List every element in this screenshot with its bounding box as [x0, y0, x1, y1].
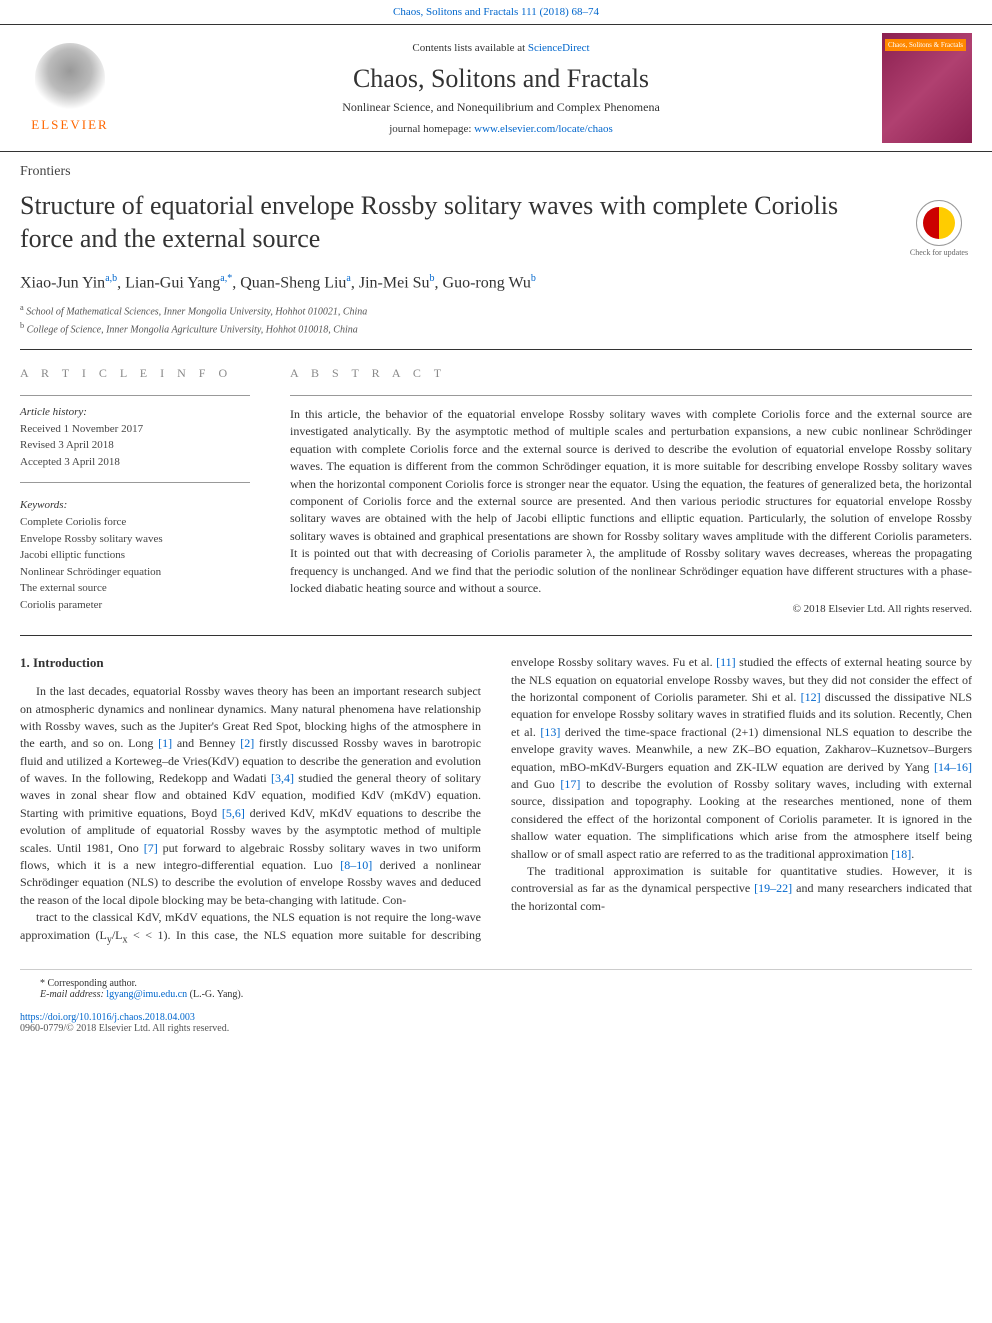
journal-cover: Chaos, Solitons & Fractals [882, 33, 972, 143]
keyword: Coriolis parameter [20, 597, 250, 614]
affiliations: a School of Mathematical Sciences, Inner… [0, 302, 992, 349]
article-title: Structure of equatorial envelope Rossby … [0, 180, 992, 265]
body-para-1: In the last decades, equatorial Rossby w… [20, 683, 481, 909]
crossmark-label: Check for updates [908, 248, 970, 258]
keyword: The external source [20, 580, 250, 597]
abstract-text: In this article, the behavior of the equ… [290, 406, 972, 597]
affiliation-b: b College of Science, Inner Mongolia Agr… [20, 320, 972, 337]
header-citation: Chaos, Solitons and Fractals 111 (2018) … [0, 0, 992, 24]
journal-subtitle: Nonlinear Science, and Nonequilibrium an… [120, 100, 882, 115]
crossmark-icon [923, 207, 955, 239]
cover-label: Chaos, Solitons & Fractals [885, 39, 966, 51]
publisher-logo: ELSEVIER [20, 33, 120, 143]
revised-date: Revised 3 April 2018 [20, 437, 250, 454]
doi[interactable]: https://doi.org/10.1016/j.chaos.2018.04.… [0, 1008, 992, 1023]
info-label: A R T I C L E I N F O [20, 366, 250, 381]
homepage-link[interactable]: www.elsevier.com/locate/chaos [474, 123, 613, 135]
crossmark-badge[interactable] [916, 200, 962, 246]
email-suffix: (L.-G. Yang). [187, 989, 243, 1000]
publisher-name: ELSEVIER [31, 117, 108, 133]
keywords-heading: Keywords: [20, 499, 250, 511]
body-para-3: The traditional approximation is suitabl… [511, 863, 972, 915]
email-prefix: E-mail address: [40, 989, 106, 1000]
meta-section: A R T I C L E I N F O Article history: R… [0, 350, 992, 635]
abstract-column: A B S T R A C T In this article, the beh… [290, 366, 972, 615]
history-heading: Article history: [20, 406, 250, 418]
authors: Xiao-Jun Yina,b, Lian-Gui Yanga,*, Quan-… [0, 265, 992, 302]
footer: * Corresponding author. E-mail address: … [20, 969, 972, 1008]
email-line: E-mail address: lgyang@imu.edu.cn (L.-G.… [40, 989, 952, 1000]
title-text: Structure of equatorial envelope Rossby … [20, 191, 838, 253]
keyword: Jacobi elliptic functions [20, 547, 250, 564]
homepage-prefix: journal homepage: [389, 123, 474, 135]
keyword: Envelope Rossby solitary waves [20, 531, 250, 548]
keyword: Complete Coriolis force [20, 514, 250, 531]
info-divider-2 [20, 482, 250, 483]
homepage-line: journal homepage: www.elsevier.com/locat… [120, 123, 882, 135]
keyword: Nonlinear Schrödinger equation [20, 564, 250, 581]
info-divider [20, 395, 250, 396]
corresponding-author: * Corresponding author. [40, 978, 952, 989]
body-section: 1. Introduction In the last decades, equ… [0, 636, 992, 957]
article-info: A R T I C L E I N F O Article history: R… [20, 366, 250, 615]
masthead-center: Contents lists available at ScienceDirec… [120, 42, 882, 135]
article-type: Frontiers [0, 152, 992, 180]
author-email[interactable]: lgyang@imu.edu.cn [106, 989, 187, 1000]
masthead: ELSEVIER Contents lists available at Sci… [0, 24, 992, 152]
abstract-divider [290, 395, 972, 396]
contents-prefix: Contents lists available at [412, 42, 527, 54]
abstract-label: A B S T R A C T [290, 366, 972, 381]
affiliation-a: a School of Mathematical Sciences, Inner… [20, 302, 972, 319]
received-date: Received 1 November 2017 [20, 421, 250, 438]
issn: 0960-0779/© 2018 Elsevier Ltd. All right… [0, 1023, 992, 1048]
journal-name: Chaos, Solitons and Fractals [120, 64, 882, 94]
copyright: © 2018 Elsevier Ltd. All rights reserved… [290, 603, 972, 615]
elsevier-tree-icon [35, 43, 105, 113]
contents-line: Contents lists available at ScienceDirec… [120, 42, 882, 54]
accepted-date: Accepted 3 April 2018 [20, 454, 250, 471]
sciencedirect-link[interactable]: ScienceDirect [528, 42, 590, 54]
section-heading: 1. Introduction [20, 654, 481, 673]
keywords-block: Keywords: Complete Coriolis force Envelo… [20, 499, 250, 613]
